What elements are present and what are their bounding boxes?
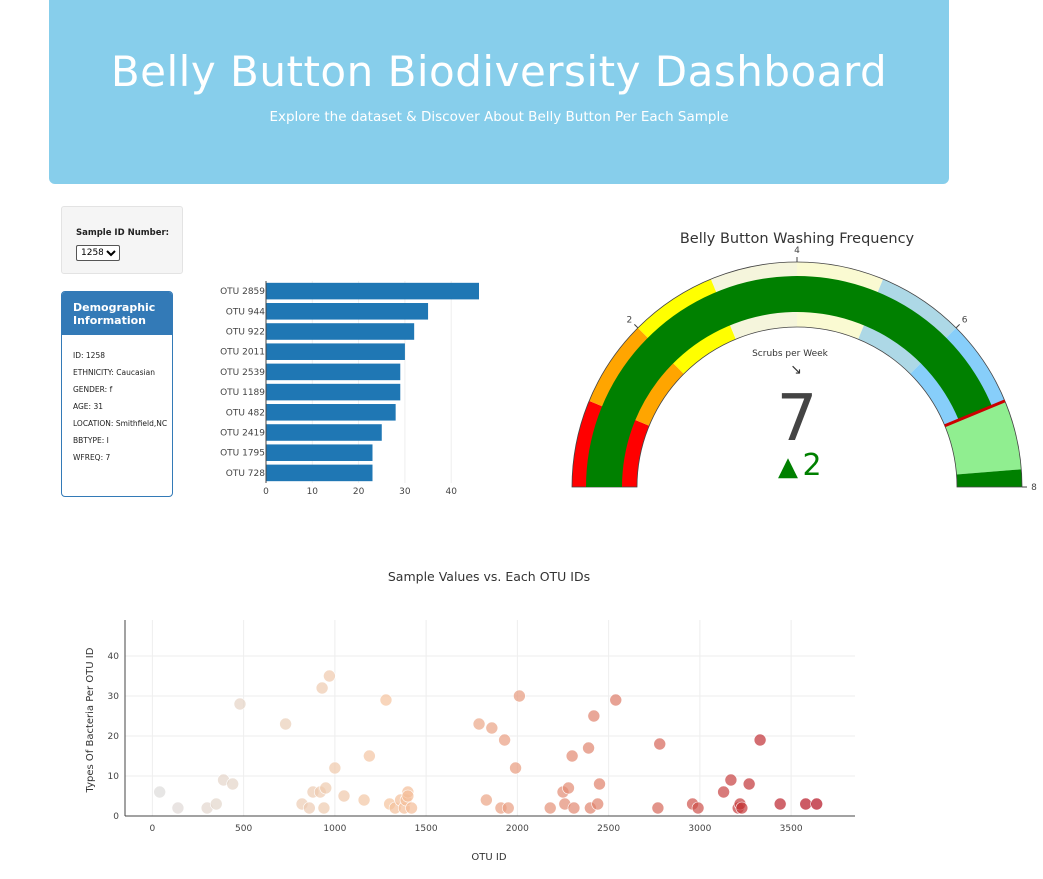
gauge-tick-label: 8 (1031, 483, 1037, 493)
meta-wfreq: WFREQ: 7 (73, 453, 111, 462)
demographic-panel-body: ID: 1258 ETHNICITY: Caucasian GENDER: f … (62, 335, 172, 462)
meta-id: ID: 1258 (73, 351, 105, 360)
gauge-value: 7 (777, 382, 818, 456)
demographic-panel: Demographic Information ID: 1258 ETHNICI… (61, 291, 173, 497)
page-title: Belly Button Biodiversity Dashboard (110, 47, 888, 96)
meta-gender: GENDER: f (73, 385, 113, 394)
gauge-tick-label: 2 (627, 315, 633, 325)
header-banner: Belly Button Biodiversity Dashboard Expl… (49, 0, 949, 184)
gauge-delta-symbol: ▲ (778, 452, 798, 482)
gauge-ticks: 2 4 6 8 (627, 246, 1038, 493)
gauge-tick (634, 324, 639, 329)
gauge-outline (571, 261, 1023, 488)
gauge-value-bar (586, 275, 1006, 487)
demographic-panel-title: Demographic Information (62, 292, 172, 335)
meta-age: AGE: 31 (73, 402, 104, 411)
sample-selector-box: Sample ID Number: 1258 (61, 206, 183, 274)
gauge-title: Belly Button Washing Frequency (680, 231, 915, 247)
gauge-tick-label: 4 (794, 246, 800, 256)
gauge-tick (955, 324, 960, 329)
gauge-bar-fill (586, 275, 992, 487)
sample-selector-label: Sample ID Number: (76, 228, 170, 238)
meta-bbtype: BBTYPE: I (73, 436, 109, 445)
gauge-tick-label: 6 (962, 315, 968, 325)
gauge-annotation-arrow: ↘ (790, 362, 802, 378)
page-subtitle: Explore the dataset & Discover About Bel… (269, 109, 729, 125)
gauge-threshold (944, 399, 1006, 428)
meta-location: LOCATION: Smithfield,NC (73, 419, 168, 428)
gauge-annotation: Scrubs per Week (752, 349, 829, 359)
gauge-step (956, 469, 1022, 487)
gauge-delta: 2 (802, 448, 821, 483)
meta-ethnicity: ETHNICITY: Caucasian (73, 368, 155, 377)
sample-id-dropdown[interactable]: 1258 (76, 245, 120, 261)
